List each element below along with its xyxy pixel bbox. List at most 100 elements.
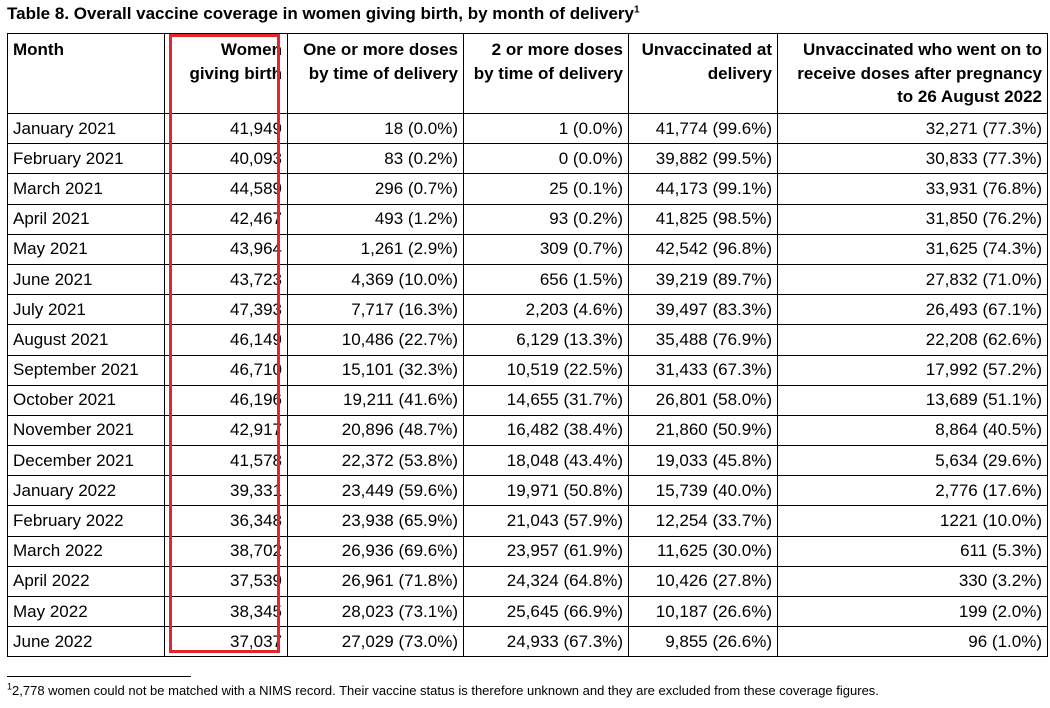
cell-month: August 2021 [7,324,165,356]
cell-women-giving-birth: 37,037 [164,626,288,658]
cell-unvaccinated: 12,254 (33.7%) [628,505,778,537]
cell-two-or-more-doses: 656 (1.5%) [463,263,629,296]
cell-unvaccinated-later-dosed: 27,832 (71.0%) [777,263,1048,296]
column-header-two-or-more-doses: 2 or more doses by time of delivery [463,33,629,114]
cell-women-giving-birth: 37,539 [164,565,288,598]
cell-women-giving-birth: 42,467 [164,203,288,235]
cell-two-or-more-doses: 6,129 (13.3%) [463,324,629,356]
table-row: March 2021 44,589 296 (0.7%) 25 (0.1%) 44,17… [7,173,1048,205]
cell-unvaccinated-later-dosed: 17,992 (57.2%) [777,354,1048,386]
cell-two-or-more-doses: 19,971 (50.8%) [463,475,629,507]
table-row: October 2021 46,196 19,211 (41.6%) 14,655 (… [7,384,1048,416]
cell-women-giving-birth: 38,702 [164,535,288,567]
cell-two-or-more-doses: 0 (0.0%) [463,143,629,175]
cell-women-giving-birth: 44,589 [164,173,288,205]
cell-one-or-more-doses: 15,101 (32.3%) [287,354,464,386]
cell-one-or-more-doses: 26,961 (71.8%) [287,565,464,598]
cell-one-or-more-doses: 296 (0.7%) [287,173,464,205]
cell-unvaccinated: 42,542 (96.8%) [628,233,778,265]
cell-unvaccinated-later-dosed: 330 (3.2%) [777,565,1048,598]
cell-two-or-more-doses: 309 (0.7%) [463,233,629,265]
cell-unvaccinated-later-dosed: 96 (1.0%) [777,626,1048,658]
cell-women-giving-birth: 39,331 [164,475,288,507]
cell-women-giving-birth: 36,348 [164,505,288,537]
cell-one-or-more-doses: 10,486 (22.7%) [287,324,464,356]
table-caption: Table 8. Overall vaccine coverage in wom… [7,4,640,24]
table-row: November 2021 42,917 20,896 (48.7%) 16,482 … [7,414,1048,447]
cell-women-giving-birth: 46,149 [164,324,288,356]
cell-unvaccinated: 39,219 (89.7%) [628,263,778,296]
footnote-divider [7,676,191,677]
cell-unvaccinated-later-dosed: 13,689 (51.1%) [777,384,1048,416]
cell-month: February 2021 [7,143,165,175]
cell-women-giving-birth: 41,949 [164,112,288,145]
cell-unvaccinated-later-dosed: 8,864 (40.5%) [777,414,1048,447]
cell-two-or-more-doses: 93 (0.2%) [463,203,629,235]
cell-one-or-more-doses: 22,372 (53.8%) [287,445,464,477]
cell-women-giving-birth: 46,196 [164,384,288,416]
table-row: January 2021 41,949 18 (0.0%) 1 (0.0%) 41,77… [7,112,1048,145]
cell-unvaccinated-later-dosed: 31,850 (76.2%) [777,203,1048,235]
cell-unvaccinated-later-dosed: 611 (5.3%) [777,535,1048,567]
cell-unvaccinated: 41,774 (99.6%) [628,112,778,145]
cell-two-or-more-doses: 25 (0.1%) [463,173,629,205]
cell-unvaccinated: 39,497 (83.3%) [628,294,778,326]
cell-women-giving-birth: 38,345 [164,595,288,628]
footnote-text: 2,778 women could not be matched with a … [12,683,879,698]
cell-month: November 2021 [7,414,165,447]
table-title: Table 8. Overall vaccine coverage in wom… [7,4,634,23]
cell-month: March 2021 [7,173,165,205]
cell-one-or-more-doses: 23,449 (59.6%) [287,475,464,507]
cell-month: October 2021 [7,384,165,416]
cell-two-or-more-doses: 18,048 (43.4%) [463,445,629,477]
cell-unvaccinated: 9,855 (26.6%) [628,626,778,658]
cell-unvaccinated-later-dosed: 31,625 (74.3%) [777,233,1048,265]
vaccine-coverage-table: Month Women giving birth One or more dos… [7,33,1048,658]
cell-unvaccinated-later-dosed: 33,931 (76.8%) [777,173,1048,205]
cell-unvaccinated: 11,625 (30.0%) [628,535,778,567]
cell-month: April 2022 [7,565,165,598]
cell-women-giving-birth: 42,917 [164,414,288,447]
cell-one-or-more-doses: 27,029 (73.0%) [287,626,464,658]
cell-unvaccinated: 39,882 (99.5%) [628,143,778,175]
cell-unvaccinated: 35,488 (76.9%) [628,324,778,356]
column-header-unvaccinated-later-dosed: Unvaccinated who went on to receive dose… [777,33,1048,114]
table-row: July 2021 47,393 7,717 (16.3%) 2,203 (4.6%)… [7,294,1048,326]
table-row: September 2021 46,710 15,101 (32.3%) 10,519… [7,354,1048,386]
cell-one-or-more-doses: 7,717 (16.3%) [287,294,464,326]
cell-two-or-more-doses: 21,043 (57.9%) [463,505,629,537]
cell-two-or-more-doses: 24,933 (67.3%) [463,626,629,658]
cell-women-giving-birth: 43,964 [164,233,288,265]
cell-month: July 2021 [7,294,165,326]
cell-month: April 2021 [7,203,165,235]
header-row: Month Women giving birth One or more dos… [7,33,1048,114]
cell-two-or-more-doses: 1 (0.0%) [463,112,629,145]
table-row: February 2022 36,348 23,938 (65.9%) 21,043 … [7,505,1048,537]
cell-one-or-more-doses: 19,211 (41.6%) [287,384,464,416]
cell-women-giving-birth: 46,710 [164,354,288,386]
cell-two-or-more-doses: 10,519 (22.5%) [463,354,629,386]
cell-two-or-more-doses: 24,324 (64.8%) [463,565,629,598]
table-row: April 2022 37,539 26,961 (71.8%) 24,324 (64… [7,565,1048,598]
cell-month: January 2022 [7,475,165,507]
cell-month: February 2022 [7,505,165,537]
column-header-one-or-more-doses: One or more doses by time of delivery [287,33,464,114]
cell-unvaccinated-later-dosed: 199 (2.0%) [777,595,1048,628]
cell-unvaccinated-later-dosed: 5,634 (29.6%) [777,445,1048,477]
column-header-unvaccinated: Unvaccinated at delivery [628,33,778,114]
cell-one-or-more-doses: 4,369 (10.0%) [287,263,464,296]
footnote-marker: 1 [7,681,13,692]
table-row: May 2021 43,964 1,261 (2.9%) 309 (0.7%) 42,5… [7,233,1048,265]
footnote: 12,778 women could not be matched with a… [7,681,879,698]
cell-women-giving-birth: 43,723 [164,263,288,296]
column-header-month: Month [7,33,165,114]
cell-unvaccinated: 15,739 (40.0%) [628,475,778,507]
column-header-women-giving-birth: Women giving birth [164,33,288,114]
cell-unvaccinated-later-dosed: 30,833 (77.3%) [777,143,1048,175]
table-row: February 2021 40,093 83 (0.2%) 0 (0.0%) 39,8… [7,143,1048,175]
cell-women-giving-birth: 40,093 [164,143,288,175]
cell-month: June 2022 [7,626,165,658]
cell-one-or-more-doses: 23,938 (65.9%) [287,505,464,537]
cell-unvaccinated: 19,033 (45.8%) [628,445,778,477]
cell-unvaccinated-later-dosed: 2,776 (17.6%) [777,475,1048,507]
